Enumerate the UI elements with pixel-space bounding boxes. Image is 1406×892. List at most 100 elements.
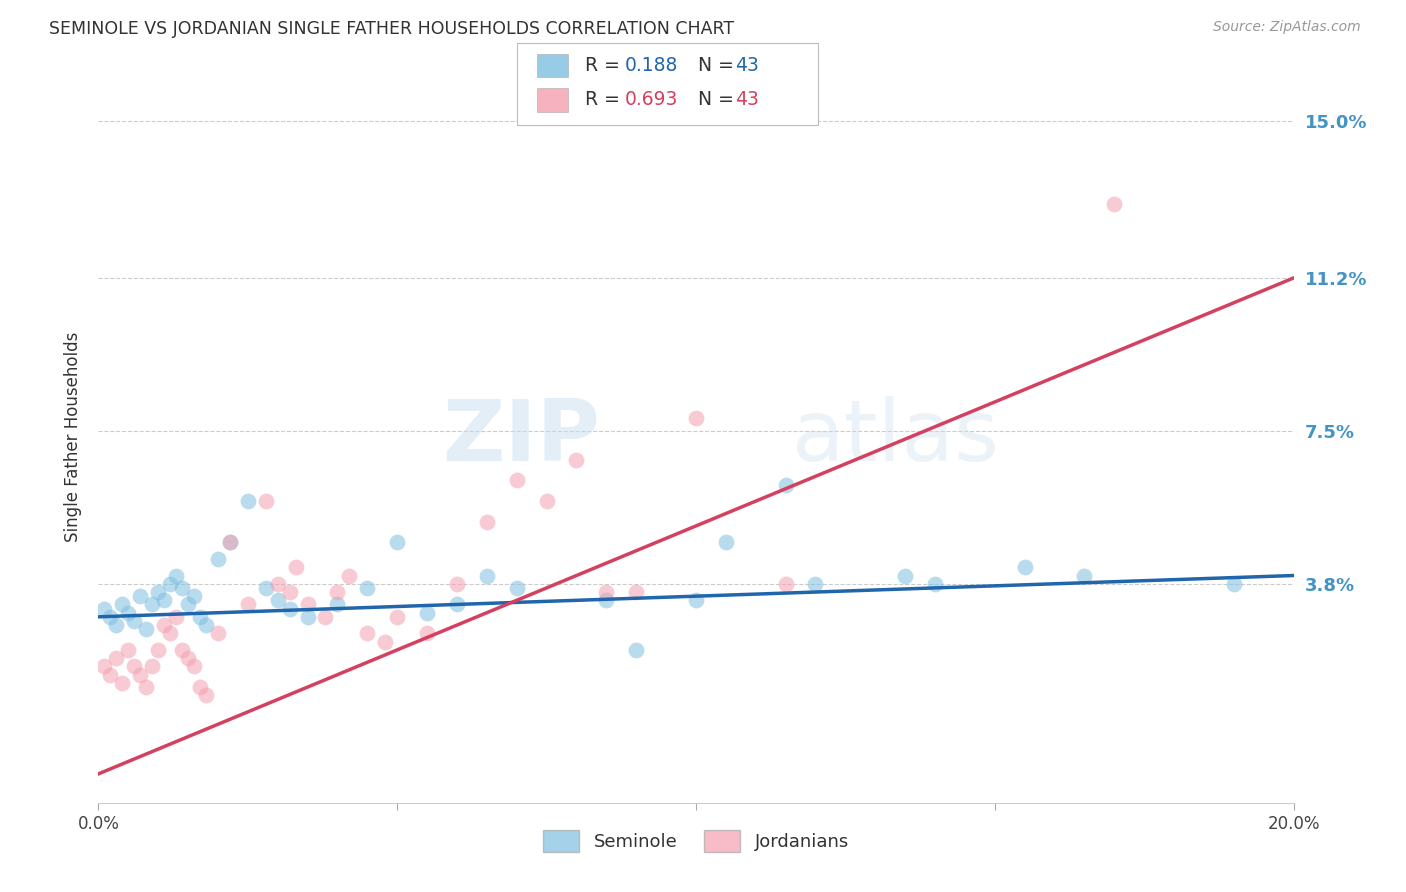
Point	[219, 535, 242, 549]
Point	[326, 585, 349, 599]
Point	[148, 585, 170, 599]
Point	[446, 598, 468, 612]
Point	[446, 576, 468, 591]
Point	[165, 610, 187, 624]
Point	[297, 610, 319, 624]
Text: ZIP: ZIP	[443, 395, 600, 479]
Point	[135, 680, 157, 694]
Text: 0.693: 0.693	[624, 90, 678, 110]
Point	[195, 689, 218, 703]
Point	[1104, 196, 1126, 211]
Point	[105, 618, 128, 632]
Point	[506, 581, 529, 595]
Point	[93, 601, 115, 615]
Text: R =: R =	[585, 90, 631, 110]
Point	[278, 585, 301, 599]
Point	[183, 589, 205, 603]
Point	[595, 593, 617, 607]
Point	[236, 598, 259, 612]
Point	[124, 659, 146, 673]
Point	[183, 659, 205, 673]
Point	[177, 598, 200, 612]
Point	[475, 568, 498, 582]
Point	[153, 618, 176, 632]
Text: atlas: atlas	[792, 395, 1000, 479]
Point	[536, 494, 558, 508]
Point	[374, 634, 396, 648]
Point	[326, 598, 349, 612]
Point	[172, 581, 194, 595]
Point	[98, 610, 122, 624]
Point	[315, 610, 337, 624]
Point	[267, 576, 290, 591]
Point	[924, 576, 946, 591]
Point	[141, 598, 163, 612]
Point	[98, 667, 122, 681]
Point	[284, 560, 307, 574]
Text: 43: 43	[735, 90, 759, 110]
Point	[117, 643, 139, 657]
Point	[804, 576, 827, 591]
Point	[105, 651, 128, 665]
Point	[117, 606, 139, 620]
Point	[385, 610, 409, 624]
Point	[172, 643, 194, 657]
Point	[297, 598, 319, 612]
Point	[188, 610, 211, 624]
Point	[159, 626, 181, 640]
Y-axis label: Single Father Households: Single Father Households	[65, 332, 83, 542]
Legend: Seminole, Jordanians: Seminole, Jordanians	[536, 823, 856, 860]
Point	[714, 535, 737, 549]
Point	[278, 601, 301, 615]
Point	[894, 568, 917, 582]
Point	[254, 581, 277, 595]
Point	[1014, 560, 1036, 574]
Point	[356, 626, 378, 640]
Point	[129, 589, 152, 603]
Point	[188, 680, 211, 694]
Text: N =: N =	[686, 90, 740, 110]
Point	[385, 535, 409, 549]
Point	[124, 614, 146, 628]
Point	[93, 659, 115, 673]
Point	[159, 576, 181, 591]
Text: Source: ZipAtlas.com: Source: ZipAtlas.com	[1213, 20, 1361, 34]
Point	[506, 474, 529, 488]
Point	[148, 643, 170, 657]
Point	[356, 581, 378, 595]
Point	[165, 568, 187, 582]
Point	[141, 659, 163, 673]
Point	[565, 452, 588, 467]
Text: 43: 43	[735, 55, 759, 75]
Point	[129, 667, 152, 681]
Point	[339, 568, 361, 582]
Point	[685, 411, 707, 425]
Point	[626, 643, 648, 657]
Point	[219, 535, 242, 549]
Point	[775, 576, 797, 591]
Point	[626, 585, 648, 599]
Point	[153, 593, 176, 607]
Text: SEMINOLE VS JORDANIAN SINGLE FATHER HOUSEHOLDS CORRELATION CHART: SEMINOLE VS JORDANIAN SINGLE FATHER HOUS…	[49, 20, 734, 37]
Point	[111, 676, 134, 690]
Point	[775, 477, 797, 491]
Text: R =: R =	[585, 55, 631, 75]
Point	[416, 606, 439, 620]
Point	[135, 622, 157, 636]
Point	[207, 626, 229, 640]
Point	[1073, 568, 1095, 582]
Point	[236, 494, 259, 508]
Text: N =: N =	[686, 55, 740, 75]
Point	[1223, 576, 1246, 591]
Point	[685, 593, 707, 607]
Point	[177, 651, 200, 665]
Text: 0.188: 0.188	[624, 55, 678, 75]
Point	[475, 515, 498, 529]
Point	[254, 494, 277, 508]
Point	[267, 593, 290, 607]
Point	[111, 598, 134, 612]
Point	[595, 585, 617, 599]
Point	[416, 626, 439, 640]
Point	[195, 618, 218, 632]
Point	[207, 552, 229, 566]
